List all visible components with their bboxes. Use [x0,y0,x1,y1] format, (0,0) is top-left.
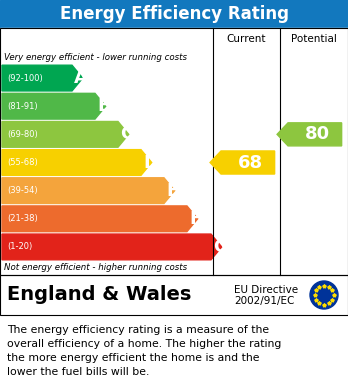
Text: G: G [213,238,228,256]
Text: The energy efficiency rating is a measure of the: The energy efficiency rating is a measur… [7,325,269,335]
Text: (21-38): (21-38) [7,214,38,223]
Polygon shape [2,206,198,231]
Text: Current: Current [227,34,266,44]
Text: (55-68): (55-68) [7,158,38,167]
Text: Potential: Potential [291,34,337,44]
Text: Not energy efficient - higher running costs: Not energy efficient - higher running co… [4,264,187,273]
Polygon shape [2,234,222,260]
Polygon shape [2,93,106,119]
Text: (69-80): (69-80) [7,130,38,139]
Polygon shape [210,151,275,174]
Text: overall efficiency of a home. The higher the rating: overall efficiency of a home. The higher… [7,339,282,349]
Text: 80: 80 [305,126,330,143]
Bar [0,0,348,28]
Text: B: B [97,97,111,115]
Text: 68: 68 [238,154,263,172]
Text: EU Directive: EU Directive [234,285,298,295]
Text: the more energy efficient the home is and the: the more energy efficient the home is an… [7,353,260,363]
Text: (39-54): (39-54) [7,186,38,195]
Bar [0,275,348,315]
Bar [0,28,348,275]
Text: F: F [189,210,201,228]
Text: (92-100): (92-100) [7,74,43,83]
Text: C: C [120,126,133,143]
Polygon shape [2,122,129,147]
Polygon shape [277,123,342,146]
Polygon shape [2,65,83,91]
Polygon shape [2,178,175,203]
Text: 2002/91/EC: 2002/91/EC [234,296,294,306]
Text: D: D [143,154,158,172]
Text: lower the fuel bills will be.: lower the fuel bills will be. [7,367,149,377]
Text: (81-91): (81-91) [7,102,38,111]
Polygon shape [2,150,152,176]
Bar [0,28,348,50]
Text: Very energy efficient - lower running costs: Very energy efficient - lower running co… [4,52,187,61]
Text: (1-20): (1-20) [7,242,32,251]
Text: A: A [74,69,88,87]
Text: E: E [166,182,178,200]
Text: Energy Efficiency Rating: Energy Efficiency Rating [60,5,288,23]
Text: England & Wales: England & Wales [7,285,191,305]
Circle shape [310,281,338,309]
